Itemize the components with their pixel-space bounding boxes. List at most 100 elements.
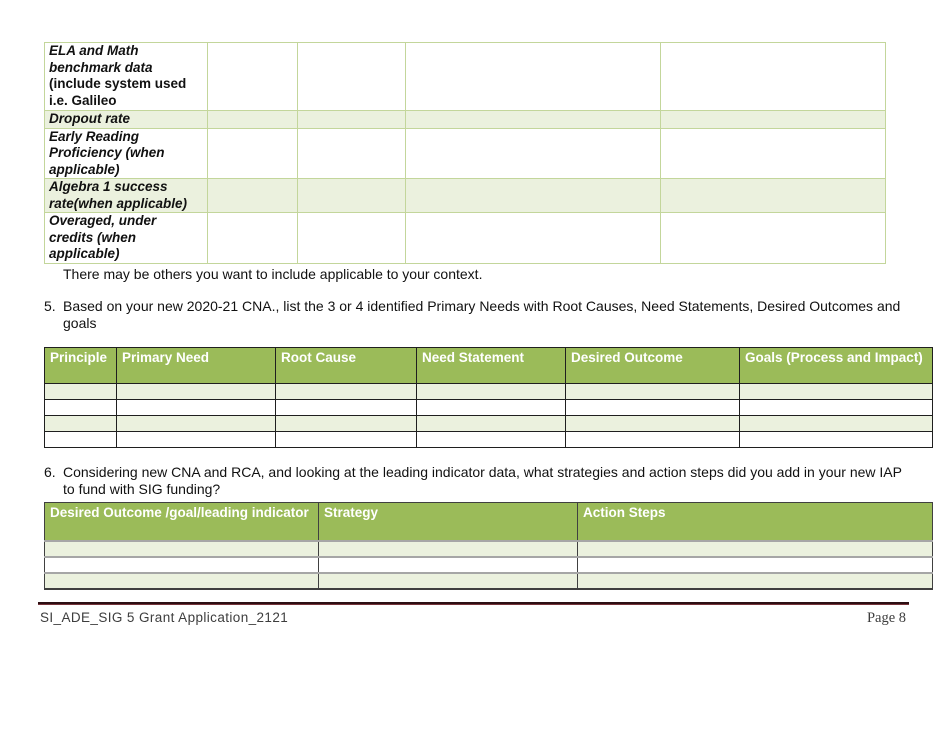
empty-cell[interactable]	[207, 42, 298, 111]
empty-cell[interactable]	[297, 212, 406, 264]
empty-cell[interactable]	[116, 383, 276, 400]
empty-cell[interactable]	[318, 555, 578, 573]
page-footer: SI_ADE_SIG 5 Grant Application_2121 Page…	[40, 610, 906, 627]
empty-cell[interactable]	[207, 212, 298, 264]
empty-cell[interactable]	[405, 127, 661, 179]
table-row	[44, 415, 933, 432]
row-label-italic: Algebra 1 success rate(when applicable)	[49, 179, 188, 211]
column-header-principle: Principle	[44, 347, 117, 384]
empty-cell[interactable]	[275, 415, 417, 432]
empty-cell[interactable]	[116, 415, 276, 432]
empty-cell[interactable]	[660, 178, 886, 213]
empty-cell[interactable]	[207, 178, 298, 213]
table-row	[44, 399, 933, 416]
empty-cell[interactable]	[660, 42, 886, 111]
empty-cell[interactable]	[416, 415, 566, 432]
row-label-italic: Dropout rate	[49, 111, 130, 126]
empty-cell[interactable]	[44, 399, 117, 416]
table-header-row: Principle Primary Need Root Cause Need S…	[44, 347, 933, 384]
empty-cell[interactable]	[416, 431, 566, 448]
empty-cell[interactable]	[207, 110, 298, 129]
empty-cell[interactable]	[207, 127, 298, 179]
empty-cell[interactable]	[116, 431, 276, 448]
empty-cell[interactable]	[416, 399, 566, 416]
empty-cell[interactable]	[405, 42, 661, 111]
column-header-goals: Goals (Process and Impact)	[739, 347, 933, 384]
empty-cell[interactable]	[405, 110, 661, 129]
footer-document-title: SI_ADE_SIG 5 Grant Application_2121	[40, 609, 289, 625]
row-label-italic: ELA and Math benchmark data	[49, 43, 153, 75]
empty-cell[interactable]	[577, 555, 933, 573]
empty-cell[interactable]	[565, 383, 740, 400]
question-text: Based on your new 2020-21 CNA., list the…	[63, 298, 901, 331]
empty-cell[interactable]	[660, 212, 886, 264]
empty-cell[interactable]	[44, 539, 319, 557]
empty-cell[interactable]	[739, 415, 933, 432]
empty-cell[interactable]	[297, 110, 406, 129]
column-header-action-steps: Action Steps	[577, 502, 933, 541]
empty-cell[interactable]	[565, 415, 740, 432]
row-label-italic: Early Reading Proficiency (when applicab…	[49, 128, 165, 177]
primary-needs-table: Principle Primary Need Root Cause Need S…	[44, 347, 933, 448]
empty-cell[interactable]	[565, 399, 740, 416]
column-header-desired-outcome: Desired Outcome	[565, 347, 740, 384]
empty-cell[interactable]	[318, 539, 578, 557]
empty-cell[interactable]	[318, 571, 578, 589]
empty-cell[interactable]	[44, 555, 319, 573]
empty-cell[interactable]	[739, 431, 933, 448]
table-row: ELA and Math benchmark data (include sys…	[44, 42, 886, 111]
column-header-desired-outcome-goal: Desired Outcome /goal/leading indicator	[44, 502, 319, 541]
column-header-need-statement: Need Statement	[416, 347, 566, 384]
empty-cell[interactable]	[577, 571, 933, 589]
benchmark-data-table: ELA and Math benchmark data (include sys…	[44, 42, 886, 264]
row-label-rest: (include system used i.e. Galileo	[49, 76, 187, 108]
table-row: Algebra 1 success rate(when applicable)	[44, 178, 886, 213]
empty-cell[interactable]	[297, 178, 406, 213]
empty-cell[interactable]	[275, 383, 417, 400]
strategies-table: Desired Outcome /goal/leading indicator …	[44, 502, 933, 590]
footer-page-number: Page 8	[866, 609, 906, 626]
table-row	[44, 431, 933, 448]
table-row	[44, 555, 933, 573]
table-header-row: Desired Outcome /goal/leading indicator …	[44, 502, 933, 541]
table-row	[44, 571, 933, 589]
table-row	[44, 539, 933, 557]
empty-cell[interactable]	[660, 127, 886, 179]
empty-cell[interactable]	[577, 539, 933, 557]
empty-cell[interactable]	[416, 383, 566, 400]
empty-cell[interactable]	[565, 431, 740, 448]
question-text: Considering new CNA and RCA, and looking…	[63, 464, 902, 497]
question-6: 6. Considering new CNA and RCA, and look…	[44, 464, 950, 497]
empty-cell[interactable]	[739, 383, 933, 400]
empty-cell[interactable]	[275, 399, 417, 416]
empty-cell[interactable]	[44, 431, 117, 448]
empty-cell[interactable]	[405, 212, 661, 264]
footer-divider	[38, 601, 909, 605]
row-label-overaged: Overaged, under credits (when applicable…	[44, 212, 208, 264]
empty-cell[interactable]	[297, 127, 406, 179]
question-number: 5.	[44, 298, 56, 314]
empty-cell[interactable]	[44, 383, 117, 400]
empty-cell[interactable]	[44, 571, 319, 589]
empty-cell[interactable]	[116, 399, 276, 416]
column-header-primary-need: Primary Need	[116, 347, 276, 384]
row-label-dropout-rate: Dropout rate	[44, 110, 208, 129]
table-row	[44, 383, 933, 400]
table-row: Dropout rate	[44, 110, 886, 129]
empty-cell[interactable]	[275, 431, 417, 448]
empty-cell[interactable]	[739, 399, 933, 416]
table-row: Overaged, under credits (when applicable…	[44, 212, 886, 264]
empty-cell[interactable]	[44, 415, 117, 432]
row-label-algebra1: Algebra 1 success rate(when applicable)	[44, 178, 208, 213]
question-5: 5. Based on your new 2020-21 CNA., list …	[44, 298, 950, 331]
note-text: There may be others you want to include …	[63, 265, 483, 282]
row-label-early-reading: Early Reading Proficiency (when applicab…	[44, 127, 208, 179]
question-number: 6.	[44, 464, 56, 480]
row-label-ela-math-benchmark: ELA and Math benchmark data (include sys…	[44, 42, 208, 111]
row-label-italic: Overaged, under credits (when applicable…	[49, 213, 157, 261]
column-header-root-cause: Root Cause	[275, 347, 417, 384]
empty-cell[interactable]	[297, 42, 406, 111]
empty-cell[interactable]	[405, 178, 661, 213]
empty-cell[interactable]	[660, 110, 886, 129]
